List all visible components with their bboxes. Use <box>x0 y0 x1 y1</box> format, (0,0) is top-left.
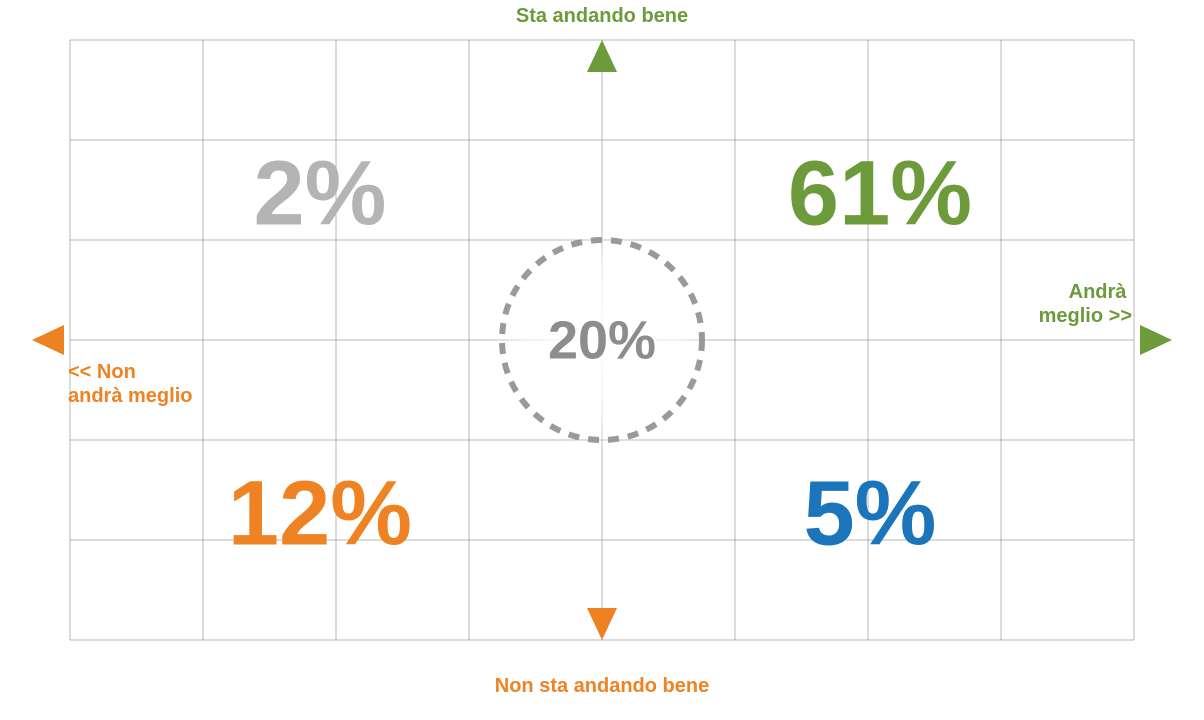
axis-label-top: Sta andando bene <box>516 5 688 27</box>
quadrant-top-left-value: 2% <box>254 142 387 244</box>
quadrant-chart: 20% 2% 61% 12% 5% Sta andando bene Non s… <box>0 0 1204 720</box>
axis-label-left-line2: andrà meglio <box>68 385 192 407</box>
axis-label-right: Andrà meglio >> <box>1039 281 1132 327</box>
arrow-up-icon <box>587 40 617 72</box>
axis-label-right-line2: meglio >> <box>1039 305 1132 327</box>
arrow-right-icon <box>1140 325 1172 355</box>
axis-label-left: << Non andrà meglio <box>68 361 192 407</box>
arrow-left-icon <box>32 325 64 355</box>
quadrant-bottom-right-value: 5% <box>804 462 937 564</box>
quadrant-top-right-value: 61% <box>788 142 972 244</box>
quadrant-bottom-left-value: 12% <box>228 462 412 564</box>
arrow-down-icon <box>587 608 617 640</box>
center-value: 20% <box>548 310 656 370</box>
axis-label-left-line1: << Non <box>68 361 136 383</box>
axis-label-bottom: Non sta andando bene <box>495 675 709 697</box>
axis-label-right-line1: Andrà <box>1069 281 1128 303</box>
